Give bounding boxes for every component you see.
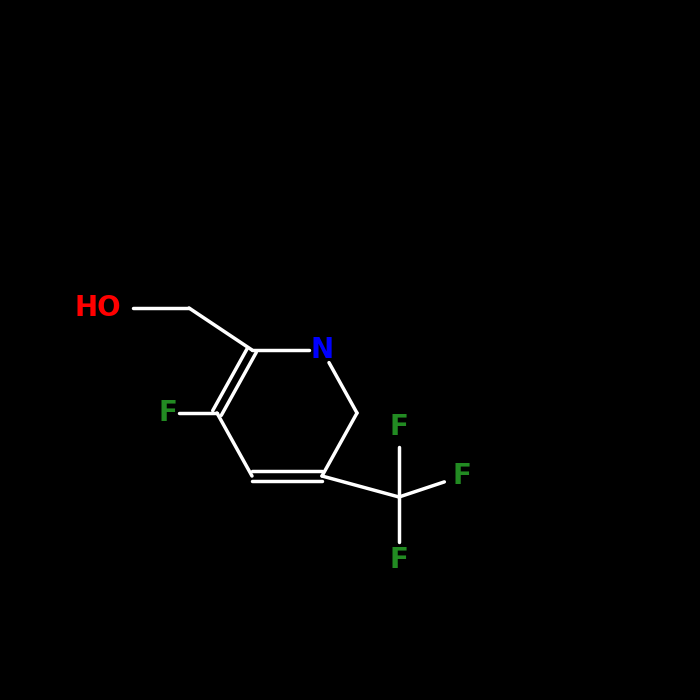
Text: F: F: [390, 546, 408, 574]
Text: N: N: [310, 336, 334, 364]
Text: HO: HO: [75, 294, 121, 322]
Text: F: F: [390, 413, 408, 441]
Text: F: F: [159, 399, 177, 427]
Text: F: F: [453, 462, 471, 490]
